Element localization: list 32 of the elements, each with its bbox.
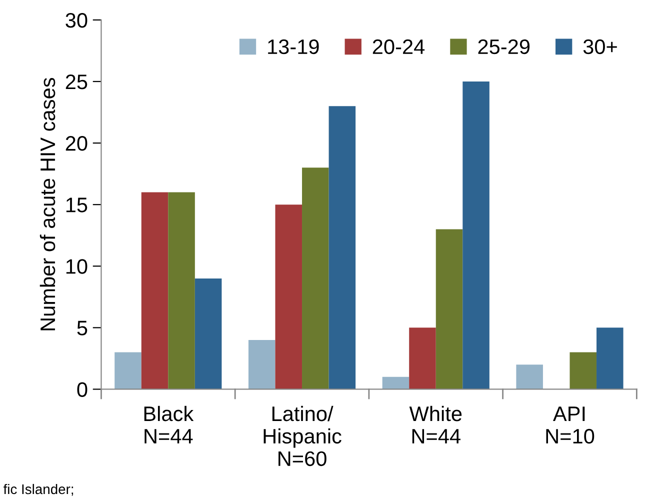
- y-tick-label: 30: [66, 12, 88, 28]
- bar: [302, 168, 329, 390]
- bar: [141, 192, 168, 390]
- legend-label: 20-24: [372, 39, 425, 54]
- bar: [409, 328, 436, 390]
- x-tick-label: Latino/ Hispanic N=60: [264, 406, 342, 466]
- legend-label: 30+: [583, 39, 617, 54]
- legend-label: 13-19: [268, 39, 319, 54]
- y-axis-title: Number of acute HIV cases: [40, 78, 56, 330]
- bar: [328, 106, 356, 390]
- y-tick-label: 20: [66, 136, 88, 151]
- text: fic Islander;: [3, 484, 74, 496]
- bar: [275, 204, 302, 390]
- bar: [570, 352, 597, 390]
- bar: [194, 278, 222, 390]
- bar: [382, 376, 410, 390]
- legend-label: 25-29: [478, 39, 530, 54]
- bar: [248, 340, 276, 390]
- x-tick-label: Black N=44: [144, 406, 194, 444]
- x-tick-label: API N=10: [546, 406, 594, 444]
- bar: [596, 328, 624, 390]
- y-tick-label: 5: [77, 320, 88, 336]
- bar: [516, 364, 543, 390]
- bar: [168, 192, 195, 390]
- y-tick-label: 25: [66, 74, 88, 90]
- bar: [114, 352, 142, 390]
- y-tick-label: 15: [66, 198, 88, 212]
- bar: [462, 82, 490, 390]
- y-tick-label: 0: [77, 382, 88, 397]
- y-tick-label: 10: [66, 259, 88, 274]
- x-tick-label: White N=44: [409, 406, 462, 444]
- bar: [436, 229, 463, 390]
